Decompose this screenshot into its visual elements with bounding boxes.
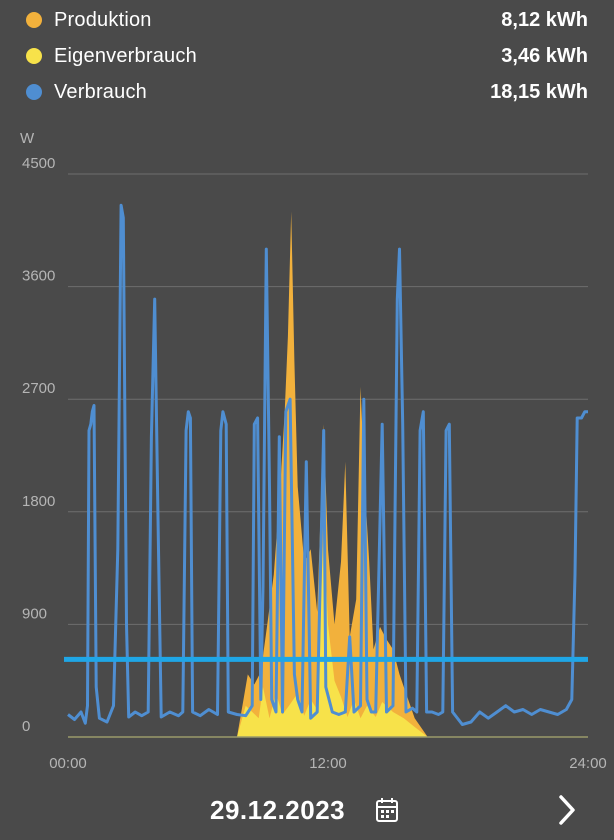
chevron-right-icon[interactable]: [552, 792, 582, 828]
y-tick-label: 1800: [22, 493, 55, 510]
series-eigenverbrauch-area: [237, 524, 428, 737]
verbrauch-dot: [26, 84, 42, 100]
y-tick-label: 0: [22, 718, 30, 735]
series-verbrauch-line: [67, 203, 588, 726]
legend-label-verbrauch: Verbrauch: [54, 80, 147, 103]
legend-value-eigenverbrauch: 3,46 kWh: [501, 44, 588, 67]
legend-item-produktion[interactable]: Produktion 8,12 kWh: [0, 2, 614, 38]
calendar-icon[interactable]: [375, 797, 399, 823]
x-tick-label: 24:00: [569, 755, 607, 772]
legend-value-produktion: 8,12 kWh: [501, 8, 588, 31]
produktion-dot: [26, 12, 42, 28]
y-axis-unit-label: W: [20, 130, 35, 147]
x-tick-label: 12:00: [309, 755, 347, 772]
legend-label-produktion: Produktion: [54, 8, 152, 31]
y-tick-label: 4500: [22, 155, 55, 172]
legend-item-verbrauch[interactable]: Verbrauch 18,15 kWh: [0, 74, 614, 110]
y-tick-label: 900: [22, 605, 47, 622]
legend-label-eigenverbrauch: Eigenverbrauch: [54, 44, 197, 67]
y-tick-label: 3600: [22, 268, 55, 285]
x-tick-label: 00:00: [49, 755, 87, 772]
legend-item-eigenverbrauch[interactable]: Eigenverbrauch 3,46 kWh: [0, 38, 614, 74]
eigenverbrauch-dot: [26, 48, 42, 64]
y-tick-label: 2700: [22, 380, 55, 397]
date-label[interactable]: 29.12.2023: [210, 794, 346, 825]
legend-value-verbrauch: 18,15 kWh: [490, 80, 588, 103]
energy-chart: W 0 900 1800 2700 3600 4500 00:00 12:00 24:00: [20, 130, 607, 772]
